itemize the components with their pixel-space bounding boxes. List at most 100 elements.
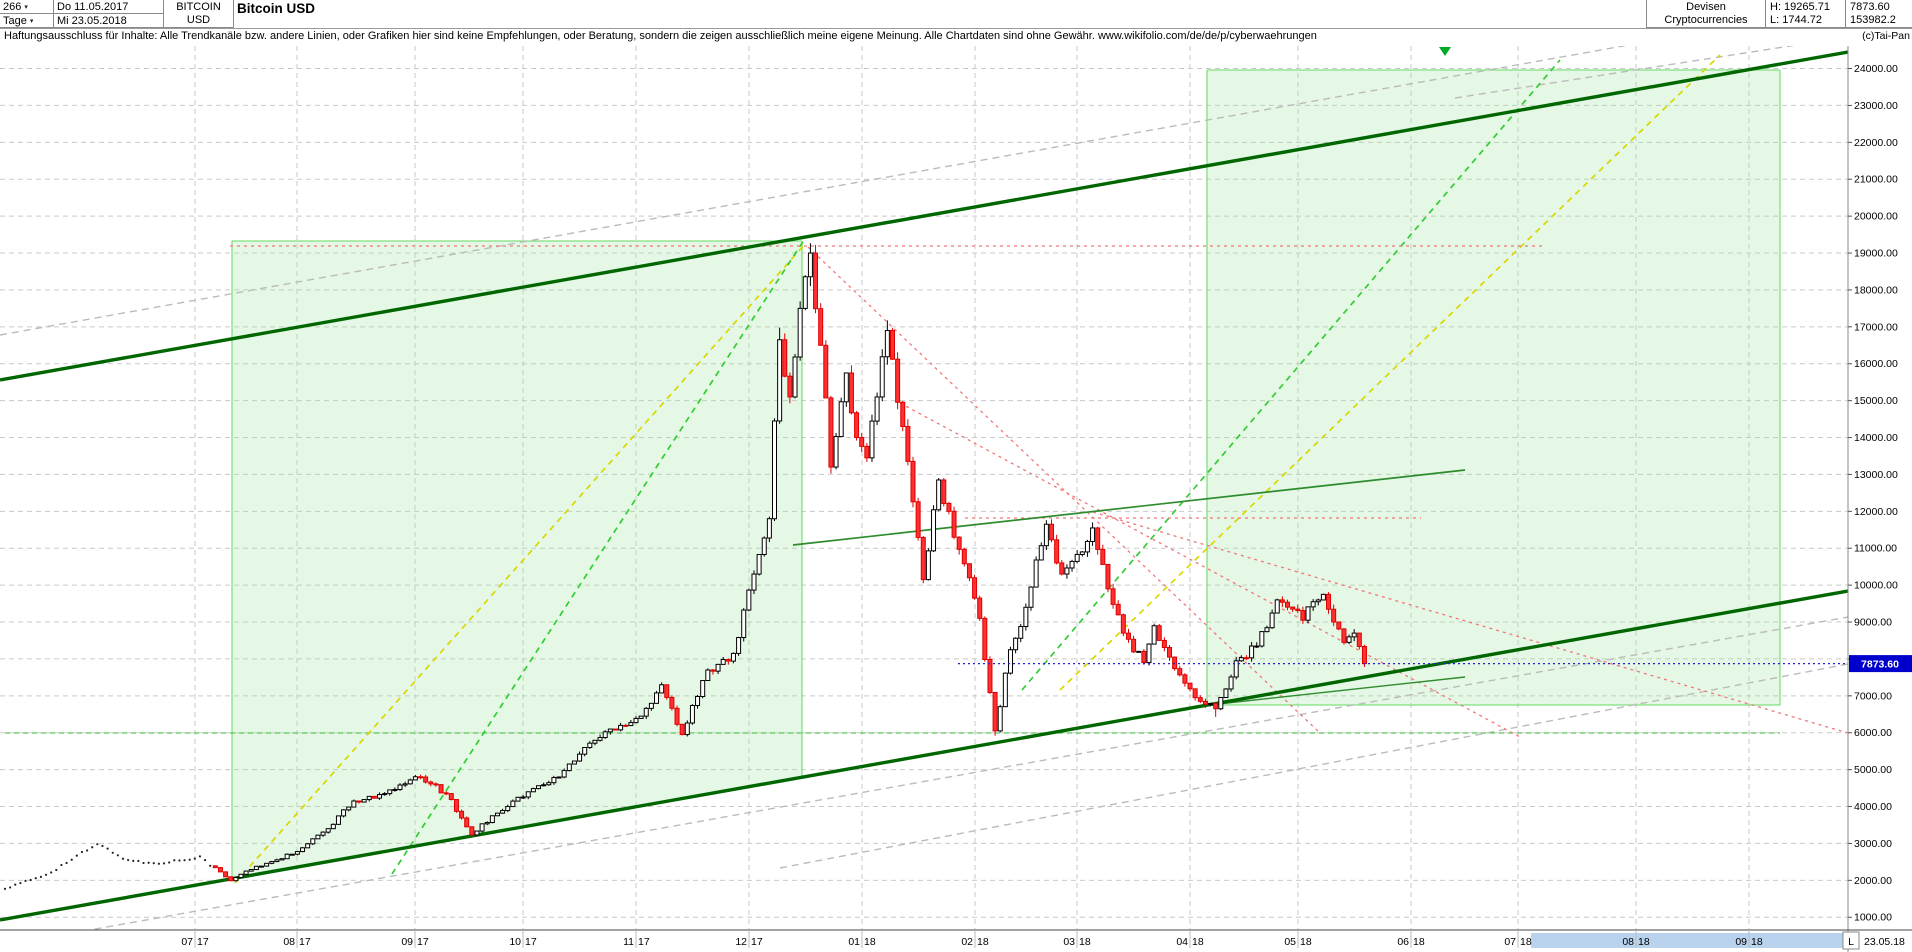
- candle-up: [397, 784, 403, 790]
- header-divider: [0, 28, 1912, 29]
- candle-down: [956, 536, 962, 550]
- early-data-dot: [157, 862, 160, 865]
- early-data-dot: [14, 883, 17, 886]
- early-data-dot: [209, 864, 212, 867]
- price-tick-label: 2000.00: [1854, 875, 1892, 887]
- candle-up: [1254, 645, 1260, 648]
- candle-up: [243, 870, 249, 875]
- candlestick-chart[interactable]: 1000.00 2000.00 3000.00 4000.00 5000.00 6000.…: [0, 45, 1912, 952]
- candle-up: [233, 877, 239, 882]
- period-unit-value: Tage: [3, 14, 27, 27]
- early-data-dot: [111, 851, 114, 854]
- candle-up: [1269, 612, 1275, 629]
- price-tick-label: 6000.00: [1854, 727, 1892, 739]
- candle-down: [1326, 593, 1332, 610]
- candle-up: [294, 851, 300, 855]
- trend-box-left: [232, 241, 802, 878]
- early-data-dot: [193, 857, 196, 860]
- early-data-dot: [91, 846, 94, 849]
- candle-down: [1125, 632, 1131, 640]
- candle-up: [654, 692, 660, 704]
- candle-up: [730, 652, 736, 662]
- price-tick-label: 13000.00: [1854, 469, 1898, 481]
- early-data-dot: [85, 849, 89, 852]
- trend-boxes: [231, 69, 1781, 878]
- chevron-down-icon: ▾: [24, 3, 28, 11]
- chevron-down-icon: ▾: [29, 17, 34, 25]
- candle-down: [669, 696, 675, 709]
- candle-up: [792, 356, 798, 398]
- green-rise-left: [391, 236, 807, 875]
- candle-up: [931, 509, 937, 552]
- candle-up: [925, 550, 931, 581]
- candle-up: [577, 753, 583, 762]
- candle-down: [438, 784, 444, 794]
- early-data-dot: [70, 858, 73, 861]
- early-data-dot: [203, 858, 207, 862]
- early-data-dot: [101, 844, 104, 848]
- date-to-field[interactable]: Mi 23.05.2018: [54, 14, 164, 28]
- candle-up: [633, 717, 639, 724]
- candle-down: [228, 876, 234, 882]
- candles: [3, 243, 1367, 890]
- candle-up: [571, 760, 577, 765]
- price-tick-label: 3000.00: [1854, 838, 1892, 850]
- candle-up: [530, 788, 536, 793]
- early-data-dot: [116, 854, 119, 857]
- early-data-dot: [19, 881, 22, 885]
- price-tick-label: 7000.00: [1854, 690, 1892, 702]
- period-unit-dropdown[interactable]: Tage ▾: [0, 14, 54, 28]
- candle-up: [484, 822, 490, 825]
- candle-up: [412, 776, 418, 781]
- green-low-trend: [1199, 676, 1466, 707]
- volume-value: 153982.2: [1850, 13, 1896, 26]
- candle-down: [433, 783, 439, 786]
- candle-up: [843, 372, 849, 403]
- price-tick-label: 1000.00: [1854, 912, 1892, 924]
- price-tick-label: 16000.00: [1854, 358, 1898, 370]
- candle-down: [1095, 527, 1101, 550]
- time-tick-month: 05: [1284, 936, 1296, 948]
- candle-up: [1146, 643, 1152, 664]
- candle-down: [1167, 646, 1173, 658]
- candle-up: [1079, 551, 1085, 555]
- time-tick-year: 18: [977, 936, 989, 948]
- candle-up: [1002, 672, 1008, 708]
- time-tick-year: 17: [525, 936, 537, 948]
- candle-down: [223, 871, 229, 878]
- candle-down: [1156, 625, 1162, 641]
- time-tick-month: 07: [181, 936, 193, 948]
- low-flag-label: L: [1848, 936, 1854, 948]
- time-tick-year: 18: [1751, 936, 1763, 948]
- candle-down: [1105, 563, 1111, 590]
- candle-up: [366, 795, 372, 801]
- candle-down: [1054, 539, 1060, 564]
- candle-down: [1202, 700, 1208, 705]
- candle-up: [1346, 636, 1352, 643]
- time-tick-month: 12: [735, 936, 747, 948]
- candle-up: [659, 684, 665, 694]
- candle-down: [1300, 610, 1306, 621]
- candle-down: [1285, 601, 1290, 608]
- candle-down: [1161, 639, 1167, 648]
- candle-down: [1295, 608, 1301, 612]
- candle-up: [1038, 545, 1044, 561]
- gray-diag-topright: [1454, 46, 1795, 99]
- gray-diag-mid: [779, 663, 1848, 869]
- candle-up: [1084, 540, 1090, 553]
- chart-area[interactable]: 1000.00 2000.00 3000.00 4000.00 5000.00 6000.…: [0, 45, 1912, 952]
- green-mid-trend: [792, 469, 1466, 546]
- period-high: H: 19265.71: [1770, 0, 1830, 13]
- price-tick-label: 20000.00: [1854, 211, 1898, 223]
- candle-up: [797, 307, 803, 358]
- candle-down: [679, 723, 685, 736]
- candle-up: [802, 276, 808, 309]
- date-from-field[interactable]: Do 11.05.2017: [54, 0, 164, 14]
- candle-down: [1177, 668, 1183, 676]
- candle-up: [320, 831, 326, 836]
- last-price-chip: [1849, 655, 1912, 673]
- candle-down: [1197, 697, 1203, 702]
- candle-up: [761, 537, 767, 556]
- period-count-dropdown[interactable]: 266 ▾: [0, 0, 54, 14]
- early-data-dot: [142, 861, 145, 865]
